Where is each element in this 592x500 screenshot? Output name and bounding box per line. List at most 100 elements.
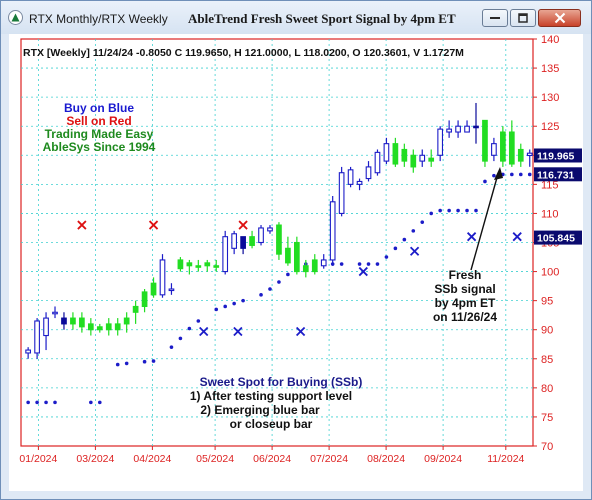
chart-header: RTX [Weekly] 11/24/24 -0.8050 C 119.9650… (23, 47, 464, 59)
chart-panel: 7075808590951001051101151201251301351400… (9, 34, 583, 491)
y-tick-label: 110 (541, 208, 559, 220)
candle-body (285, 247, 291, 264)
annotation-arrow-line (470, 173, 499, 271)
candle-body (132, 305, 139, 313)
candle-body (123, 317, 130, 325)
candle-body (401, 148, 408, 162)
x-tick-label: 08/2024 (367, 453, 405, 465)
candle-body (500, 131, 506, 162)
restore-button[interactable] (510, 9, 536, 27)
x-tick-label: 06/2024 (253, 453, 291, 465)
support-dot (393, 246, 398, 251)
price-label-box (534, 230, 582, 245)
support-dot (35, 400, 39, 405)
support-dot (286, 272, 290, 277)
support-dot (268, 287, 272, 291)
candle-body (249, 236, 255, 246)
y-tick-label: 115 (541, 179, 559, 191)
support-dot (492, 173, 496, 178)
buy-signal-x (295, 326, 306, 337)
candle-body (517, 148, 524, 162)
y-tick-label: 85 (541, 354, 553, 366)
support-dot (384, 255, 389, 259)
candle-body (87, 323, 94, 331)
y-tick-label: 130 (541, 92, 559, 104)
candle-body (195, 265, 202, 268)
candle-body (491, 143, 497, 156)
title-bar[interactable]: RTX Monthly/RTX Weekly AbleTrend Fresh S… (1, 1, 591, 34)
sell-signal-x (77, 220, 87, 230)
support-dot (214, 307, 219, 312)
support-dot (474, 208, 478, 213)
close-button[interactable] (538, 9, 581, 27)
price-label: 116.731 (537, 169, 575, 181)
candle-body (159, 259, 166, 296)
restore-icon (518, 13, 528, 23)
candle-body (141, 291, 148, 308)
candle-body (464, 125, 470, 133)
support-dot (259, 293, 263, 297)
candle-body (70, 317, 76, 325)
candle-body (213, 265, 220, 268)
annotation-arrow-head (494, 167, 503, 180)
x-tick-label: 11/2024 (487, 453, 524, 465)
candle-body (383, 143, 390, 162)
y-tick-label: 95 (541, 296, 553, 308)
candle-body (267, 227, 273, 232)
candle-body (61, 317, 67, 325)
support-dot (89, 400, 93, 405)
candle-body (311, 259, 318, 273)
candle-body (150, 282, 157, 296)
support-dot (438, 208, 442, 213)
candle-body (96, 326, 103, 331)
candle-body (329, 201, 336, 261)
support-dot (483, 179, 487, 184)
candle-body (186, 262, 193, 267)
minimize-button[interactable] (482, 9, 508, 27)
support-dot (151, 359, 156, 363)
window-title: RTX Monthly/RTX Weekly (29, 12, 168, 26)
minimize-icon (490, 17, 500, 19)
app-icon[interactable] (8, 10, 23, 25)
sell-signal-x (238, 220, 248, 230)
annotation-fresh-line: on 11/26/24 (433, 310, 497, 324)
candle-body (473, 125, 479, 129)
buy-signal-x (409, 246, 420, 256)
annotation-sweet-spot-line: 1) After testing support level (190, 389, 352, 403)
y-tick-label: 135 (541, 63, 559, 75)
y-tick-label: 100 (541, 267, 559, 279)
candle-body (168, 288, 175, 292)
support-dot (187, 326, 192, 331)
support-dot (53, 400, 57, 405)
candle-body (356, 180, 363, 185)
candle-body (204, 262, 211, 267)
legend-text: Buy on Blue (64, 101, 134, 115)
candle-body (276, 224, 282, 255)
support-dot (232, 301, 236, 306)
y-tick-label: 80 (541, 383, 553, 395)
price-chart[interactable]: 7075808590951001051101151201251301351400… (9, 34, 583, 491)
support-dot (142, 359, 147, 364)
price-label: 105.845 (537, 233, 575, 245)
candle-body (437, 128, 444, 156)
support-dot (429, 211, 434, 216)
support-dot (223, 304, 227, 309)
legend-text: Sell on Red (66, 114, 131, 128)
support-dot (339, 262, 344, 266)
support-dot (366, 262, 371, 266)
candle-body (365, 166, 372, 180)
annotation-fresh-line: by 4pm ET (435, 296, 496, 310)
candle-body (446, 128, 452, 133)
price-label: 119.965 (537, 150, 575, 162)
x-tick-label: 05/2024 (196, 453, 234, 465)
support-dot (277, 280, 281, 284)
candle-body (52, 311, 58, 315)
candle-body (258, 227, 264, 244)
sell-signal-x (148, 220, 159, 230)
candle-body (410, 154, 417, 168)
support-dot (26, 400, 30, 405)
legend-text: Trading Made Easy (45, 127, 154, 141)
y-tick-label: 75 (541, 412, 553, 424)
candle-body (392, 143, 399, 165)
candle-body (320, 259, 327, 267)
